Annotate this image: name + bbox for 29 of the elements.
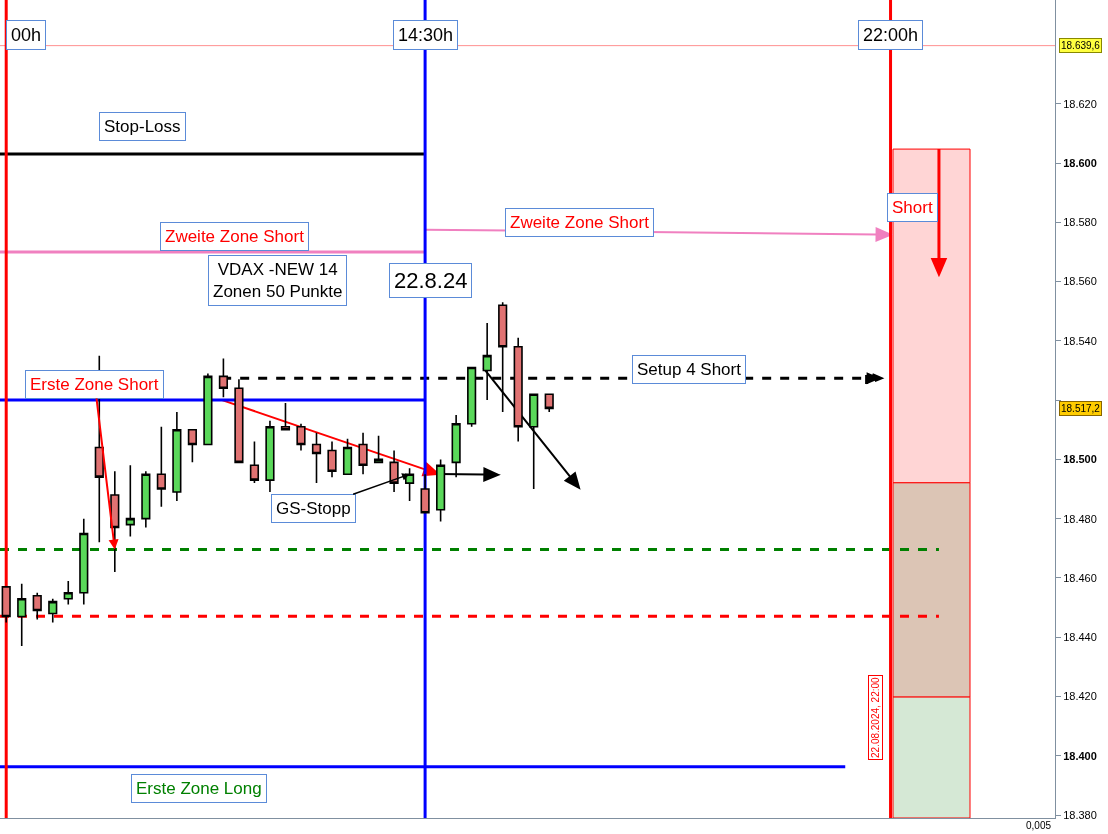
annotation: Stop-Loss bbox=[104, 117, 181, 136]
y-tick-label: 18.400 bbox=[1063, 749, 1097, 762]
annotation: Short bbox=[892, 198, 933, 217]
ref-line-label: 18.639,6 bbox=[1061, 40, 1101, 51]
annotation: Erste Zone Long bbox=[136, 779, 262, 798]
ref-line-label: 00h bbox=[11, 25, 42, 45]
y-tick-label: 18.460 bbox=[1063, 571, 1097, 584]
annotation: 22.8.24 bbox=[394, 268, 468, 293]
text: 0,005 bbox=[1026, 820, 1052, 831]
y-tick-label: 18.480 bbox=[1063, 512, 1097, 525]
annotation: Zweite Zone Short bbox=[510, 213, 650, 232]
annotation: GS-Stopp bbox=[276, 499, 351, 518]
annotation: Erste Zone Short bbox=[30, 375, 159, 394]
y-tick-label: 18.440 bbox=[1063, 631, 1097, 644]
ref-line-label: 14:30h bbox=[398, 25, 454, 45]
annotation: Zweite Zone Short bbox=[165, 227, 305, 246]
ref-line-label: 22:00h bbox=[863, 25, 919, 45]
annotation: 22.08.2024, 22:00 bbox=[870, 676, 881, 758]
y-tick-label: 18.620 bbox=[1063, 97, 1097, 110]
y-tick-label: 18.500 bbox=[1063, 453, 1097, 466]
y-tick-label: 18.600 bbox=[1063, 156, 1097, 169]
y-tick-label: 18.380 bbox=[1063, 808, 1097, 821]
y-tick-label: 18.420 bbox=[1063, 690, 1097, 703]
text: 18.517,2 bbox=[1061, 403, 1101, 414]
y-tick-label: 18.560 bbox=[1063, 275, 1097, 288]
y-tick-label: 18.580 bbox=[1063, 216, 1097, 229]
annotation: VDAX -NEW 14 Zonen 50 Punkte bbox=[213, 260, 343, 302]
annotation: Setup 4 Short bbox=[637, 360, 742, 379]
y-tick-label: 18.540 bbox=[1063, 334, 1097, 347]
